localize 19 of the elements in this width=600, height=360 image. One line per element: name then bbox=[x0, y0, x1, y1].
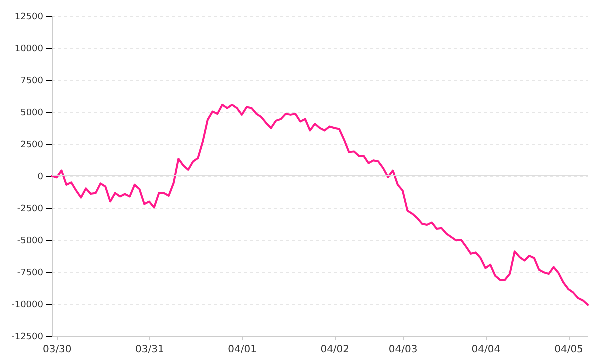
y-tick-label: 5000 bbox=[20, 108, 44, 118]
y-tick-label: 7500 bbox=[20, 76, 44, 86]
x-tick-label: 04/01 bbox=[228, 344, 257, 356]
y-tick-label: 2500 bbox=[20, 140, 44, 150]
x-tick-label: 03/30 bbox=[42, 344, 72, 356]
y-tick-label: -10000 bbox=[12, 300, 44, 310]
y-tick-label: -2500 bbox=[17, 204, 44, 214]
x-tick-label: 04/04 bbox=[472, 344, 501, 356]
y-tick-label: 10000 bbox=[14, 44, 44, 54]
x-tick-label: 03/31 bbox=[136, 344, 164, 356]
x-tick-label: 04/02 bbox=[320, 344, 350, 356]
y-tick-label: -12500 bbox=[12, 332, 44, 342]
x-tick-label: 04/05 bbox=[554, 344, 584, 356]
y-tick-label: 12500 bbox=[14, 12, 44, 22]
y-tick-label: -7500 bbox=[17, 268, 44, 278]
y-tick-label: 0 bbox=[38, 172, 44, 182]
line-series bbox=[51, 104, 589, 306]
y-tick-label: -5000 bbox=[17, 236, 44, 246]
x-tick-label: 04/03 bbox=[388, 344, 418, 356]
